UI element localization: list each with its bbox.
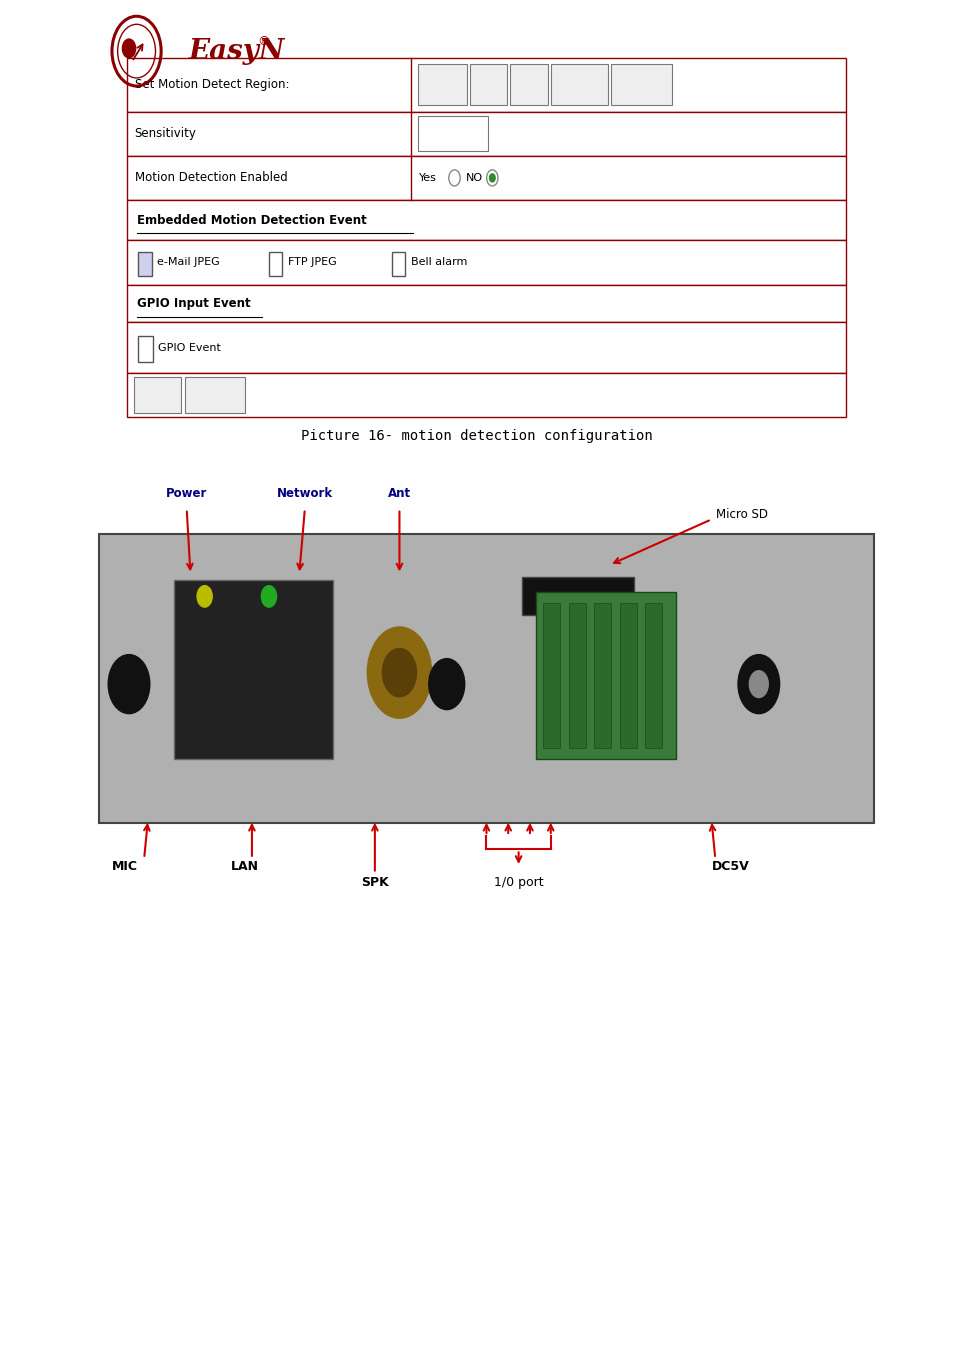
FancyBboxPatch shape: [417, 63, 466, 105]
Bar: [127, 155, 845, 200]
Bar: [535, 591, 675, 759]
FancyBboxPatch shape: [551, 63, 607, 105]
Text: ▾: ▾: [476, 128, 481, 139]
Text: MIC: MIC: [112, 860, 138, 873]
Circle shape: [122, 39, 135, 58]
Bar: [127, 240, 845, 285]
Text: EasyN: EasyN: [189, 38, 285, 65]
Circle shape: [108, 655, 150, 714]
FancyBboxPatch shape: [510, 63, 548, 105]
Bar: [138, 336, 152, 362]
Text: GPIO Event: GPIO Event: [158, 343, 221, 352]
Text: 0  ▾: 0 ▾: [479, 80, 497, 89]
Circle shape: [489, 174, 495, 182]
Bar: [127, 285, 845, 323]
Text: Network: Network: [276, 487, 333, 501]
Text: ®: ®: [257, 35, 270, 49]
Text: Ant: Ant: [388, 487, 411, 501]
Text: GPIO Input Event: GPIO Input Event: [136, 297, 250, 310]
Text: Set Motion Detect Region:: Set Motion Detect Region:: [134, 78, 289, 92]
Text: e-Mail JPEG: e-Mail JPEG: [157, 258, 220, 267]
Text: Picture 16- motion detection configuration: Picture 16- motion detection configurati…: [301, 429, 652, 443]
Text: SPK: SPK: [360, 876, 388, 890]
FancyBboxPatch shape: [417, 116, 487, 151]
Text: High: High: [425, 128, 451, 139]
Circle shape: [738, 655, 779, 714]
Text: ✓: ✓: [141, 256, 149, 266]
Text: FTP JPEG: FTP JPEG: [288, 258, 336, 267]
Circle shape: [428, 659, 464, 710]
Text: Edit: Edit: [519, 80, 538, 89]
Text: Sensitivity: Sensitivity: [134, 127, 196, 140]
FancyBboxPatch shape: [469, 63, 507, 105]
Bar: [127, 200, 845, 240]
Bar: [594, 602, 611, 748]
Bar: [127, 58, 845, 112]
Bar: [174, 580, 333, 759]
Bar: [542, 602, 559, 748]
Bar: [619, 602, 637, 748]
Bar: [98, 535, 873, 822]
Circle shape: [261, 586, 276, 608]
Bar: [392, 251, 405, 275]
Text: Begin: Begin: [428, 80, 456, 89]
Text: Yes: Yes: [418, 173, 436, 182]
Text: Remove: Remove: [558, 80, 598, 89]
Bar: [269, 251, 282, 275]
FancyBboxPatch shape: [610, 63, 671, 105]
Text: Motion Detection Enabled: Motion Detection Enabled: [134, 171, 287, 185]
FancyBboxPatch shape: [133, 377, 181, 413]
FancyBboxPatch shape: [185, 377, 245, 413]
Text: Micro SD: Micro SD: [715, 508, 767, 521]
Circle shape: [367, 626, 431, 718]
Text: Power: Power: [166, 487, 207, 501]
Bar: [644, 602, 661, 748]
Bar: [138, 251, 152, 275]
Bar: [522, 578, 634, 614]
Text: 1/0 port: 1/0 port: [494, 876, 543, 890]
Bar: [127, 112, 845, 155]
Circle shape: [382, 648, 416, 697]
Bar: [127, 373, 845, 417]
Text: Refresh: Refresh: [193, 390, 236, 400]
Text: NO: NO: [465, 173, 482, 182]
Text: Embedded Motion Detection Event: Embedded Motion Detection Event: [136, 213, 366, 227]
Bar: [127, 323, 845, 373]
Text: LAN: LAN: [231, 860, 259, 873]
Text: Bell alarm: Bell alarm: [411, 258, 467, 267]
Text: DC5V: DC5V: [711, 860, 748, 873]
Text: Save: Save: [144, 390, 171, 400]
Circle shape: [197, 586, 212, 608]
Text: End Edit: End Edit: [620, 80, 660, 89]
Bar: [568, 602, 585, 748]
Circle shape: [748, 671, 767, 698]
